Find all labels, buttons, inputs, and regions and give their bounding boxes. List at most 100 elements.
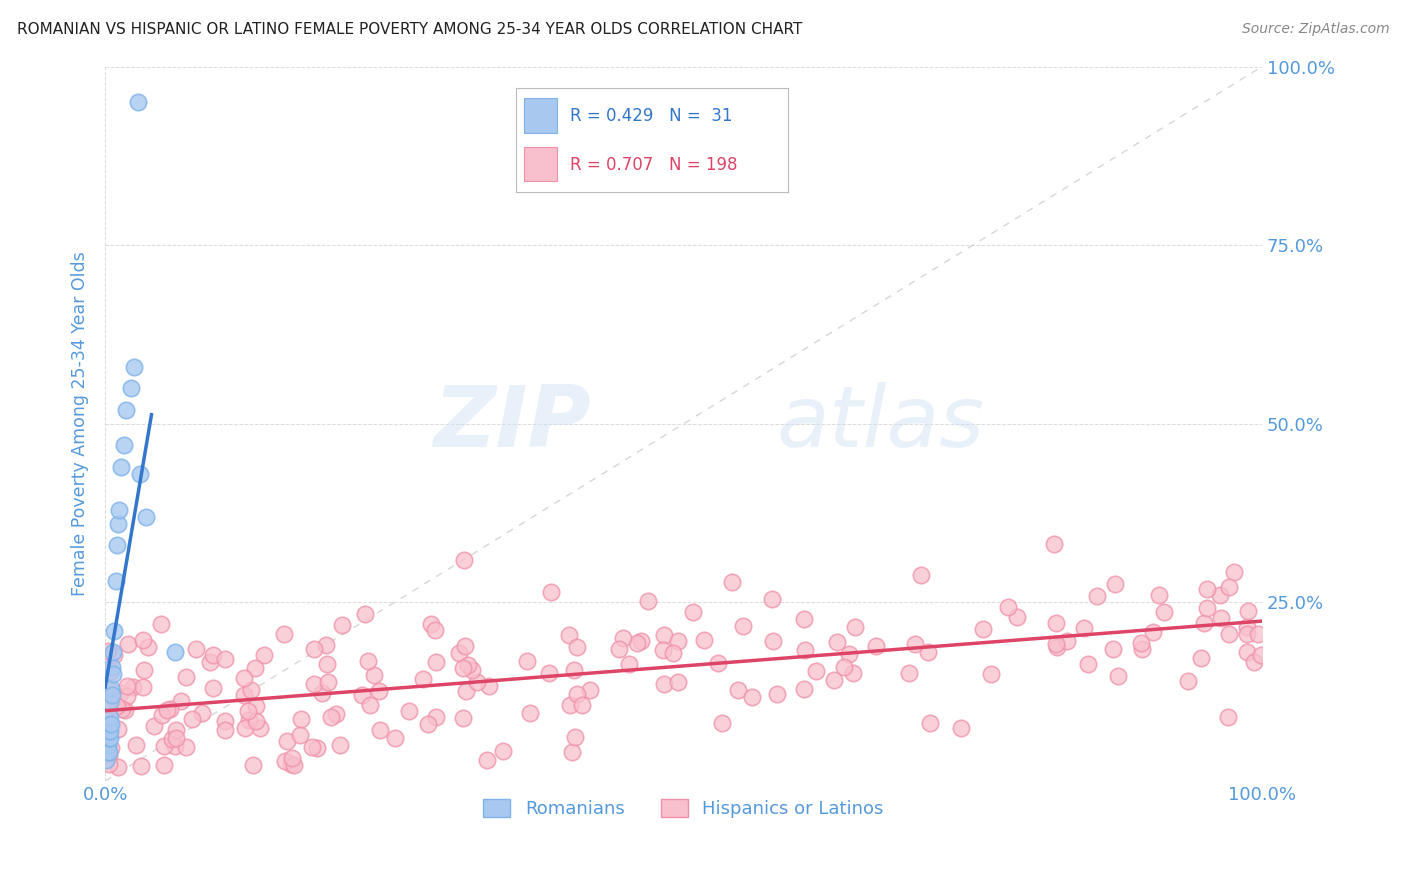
Point: [793, 681, 815, 696]
Point: [1209, 588, 1232, 602]
Point: [1236, 620, 1258, 634]
Point: [129, 467, 152, 481]
Point: [561, 745, 583, 759]
Point: [163, 645, 186, 659]
Point: [357, 655, 380, 669]
Point: [283, 758, 305, 772]
Point: [804, 664, 827, 678]
Point: [329, 738, 352, 752]
Point: [111, 701, 134, 715]
Point: [652, 677, 675, 691]
Point: [834, 660, 856, 674]
Point: [453, 711, 475, 725]
Point: [132, 663, 155, 677]
Point: [97, 746, 120, 760]
Point: [132, 633, 155, 648]
Point: [252, 648, 274, 663]
Point: [108, 686, 131, 700]
Point: [565, 640, 588, 654]
Point: [98, 695, 121, 709]
Point: [1045, 637, 1067, 651]
Point: [117, 637, 139, 651]
Point: [353, 607, 375, 621]
Point: [245, 714, 267, 728]
Point: [302, 677, 325, 691]
Point: [174, 670, 197, 684]
Text: ROMANIAN VS HISPANIC OR LATINO FEMALE POVERTY AMONG 25-34 YEAR OLDS CORRELATION : ROMANIAN VS HISPANIC OR LATINO FEMALE PO…: [17, 22, 803, 37]
Point: [107, 698, 129, 713]
Text: ZIP: ZIP: [433, 383, 591, 466]
Point: [274, 754, 297, 768]
Point: [156, 703, 179, 717]
Point: [135, 509, 157, 524]
Point: [103, 645, 125, 659]
Point: [666, 675, 689, 690]
Point: [149, 617, 172, 632]
Point: [560, 698, 582, 712]
Point: [920, 716, 942, 731]
Point: [97, 731, 120, 746]
Point: [103, 666, 125, 681]
Point: [170, 694, 193, 708]
Point: [865, 639, 887, 653]
Point: [281, 751, 304, 765]
Text: Source: ZipAtlas.com: Source: ZipAtlas.com: [1241, 22, 1389, 37]
Point: [181, 712, 204, 726]
Point: [706, 656, 728, 670]
Point: [153, 758, 176, 772]
Point: [240, 682, 263, 697]
Point: [243, 661, 266, 675]
Point: [711, 716, 734, 731]
Point: [114, 703, 136, 717]
Point: [453, 553, 475, 567]
Point: [475, 753, 498, 767]
Point: [519, 706, 541, 721]
Point: [997, 600, 1019, 615]
Point: [731, 618, 754, 632]
Point: [321, 710, 343, 724]
Point: [276, 734, 298, 748]
Point: [1218, 580, 1240, 594]
Point: [626, 636, 648, 650]
Point: [107, 722, 129, 736]
Point: [693, 633, 716, 648]
Point: [607, 642, 630, 657]
Legend: Romanians, Hispanics or Latinos: Romanians, Hispanics or Latinos: [477, 792, 891, 826]
Point: [823, 673, 845, 688]
Point: [97, 716, 120, 731]
Point: [190, 706, 212, 720]
Point: [637, 594, 659, 608]
Point: [150, 707, 173, 722]
Point: [1218, 627, 1240, 641]
Point: [1104, 576, 1126, 591]
Point: [280, 756, 302, 771]
Point: [238, 713, 260, 727]
Point: [159, 701, 181, 715]
Point: [325, 706, 347, 721]
Point: [98, 709, 121, 723]
Point: [454, 639, 477, 653]
Point: [100, 664, 122, 678]
Point: [651, 643, 673, 657]
Point: [122, 359, 145, 374]
Point: [1130, 635, 1153, 649]
Point: [136, 640, 159, 654]
Point: [1130, 642, 1153, 657]
Point: [1197, 600, 1219, 615]
Point: [233, 689, 256, 703]
Point: [1147, 589, 1170, 603]
Point: [540, 585, 562, 599]
Point: [398, 704, 420, 718]
Point: [1142, 624, 1164, 639]
Point: [153, 739, 176, 754]
Point: [652, 628, 675, 642]
Point: [101, 659, 124, 673]
Point: [765, 687, 787, 701]
Point: [794, 643, 817, 657]
Point: [214, 652, 236, 666]
Point: [478, 679, 501, 693]
Point: [96, 680, 118, 694]
Point: [100, 716, 122, 731]
Point: [727, 683, 749, 698]
Point: [564, 730, 586, 744]
